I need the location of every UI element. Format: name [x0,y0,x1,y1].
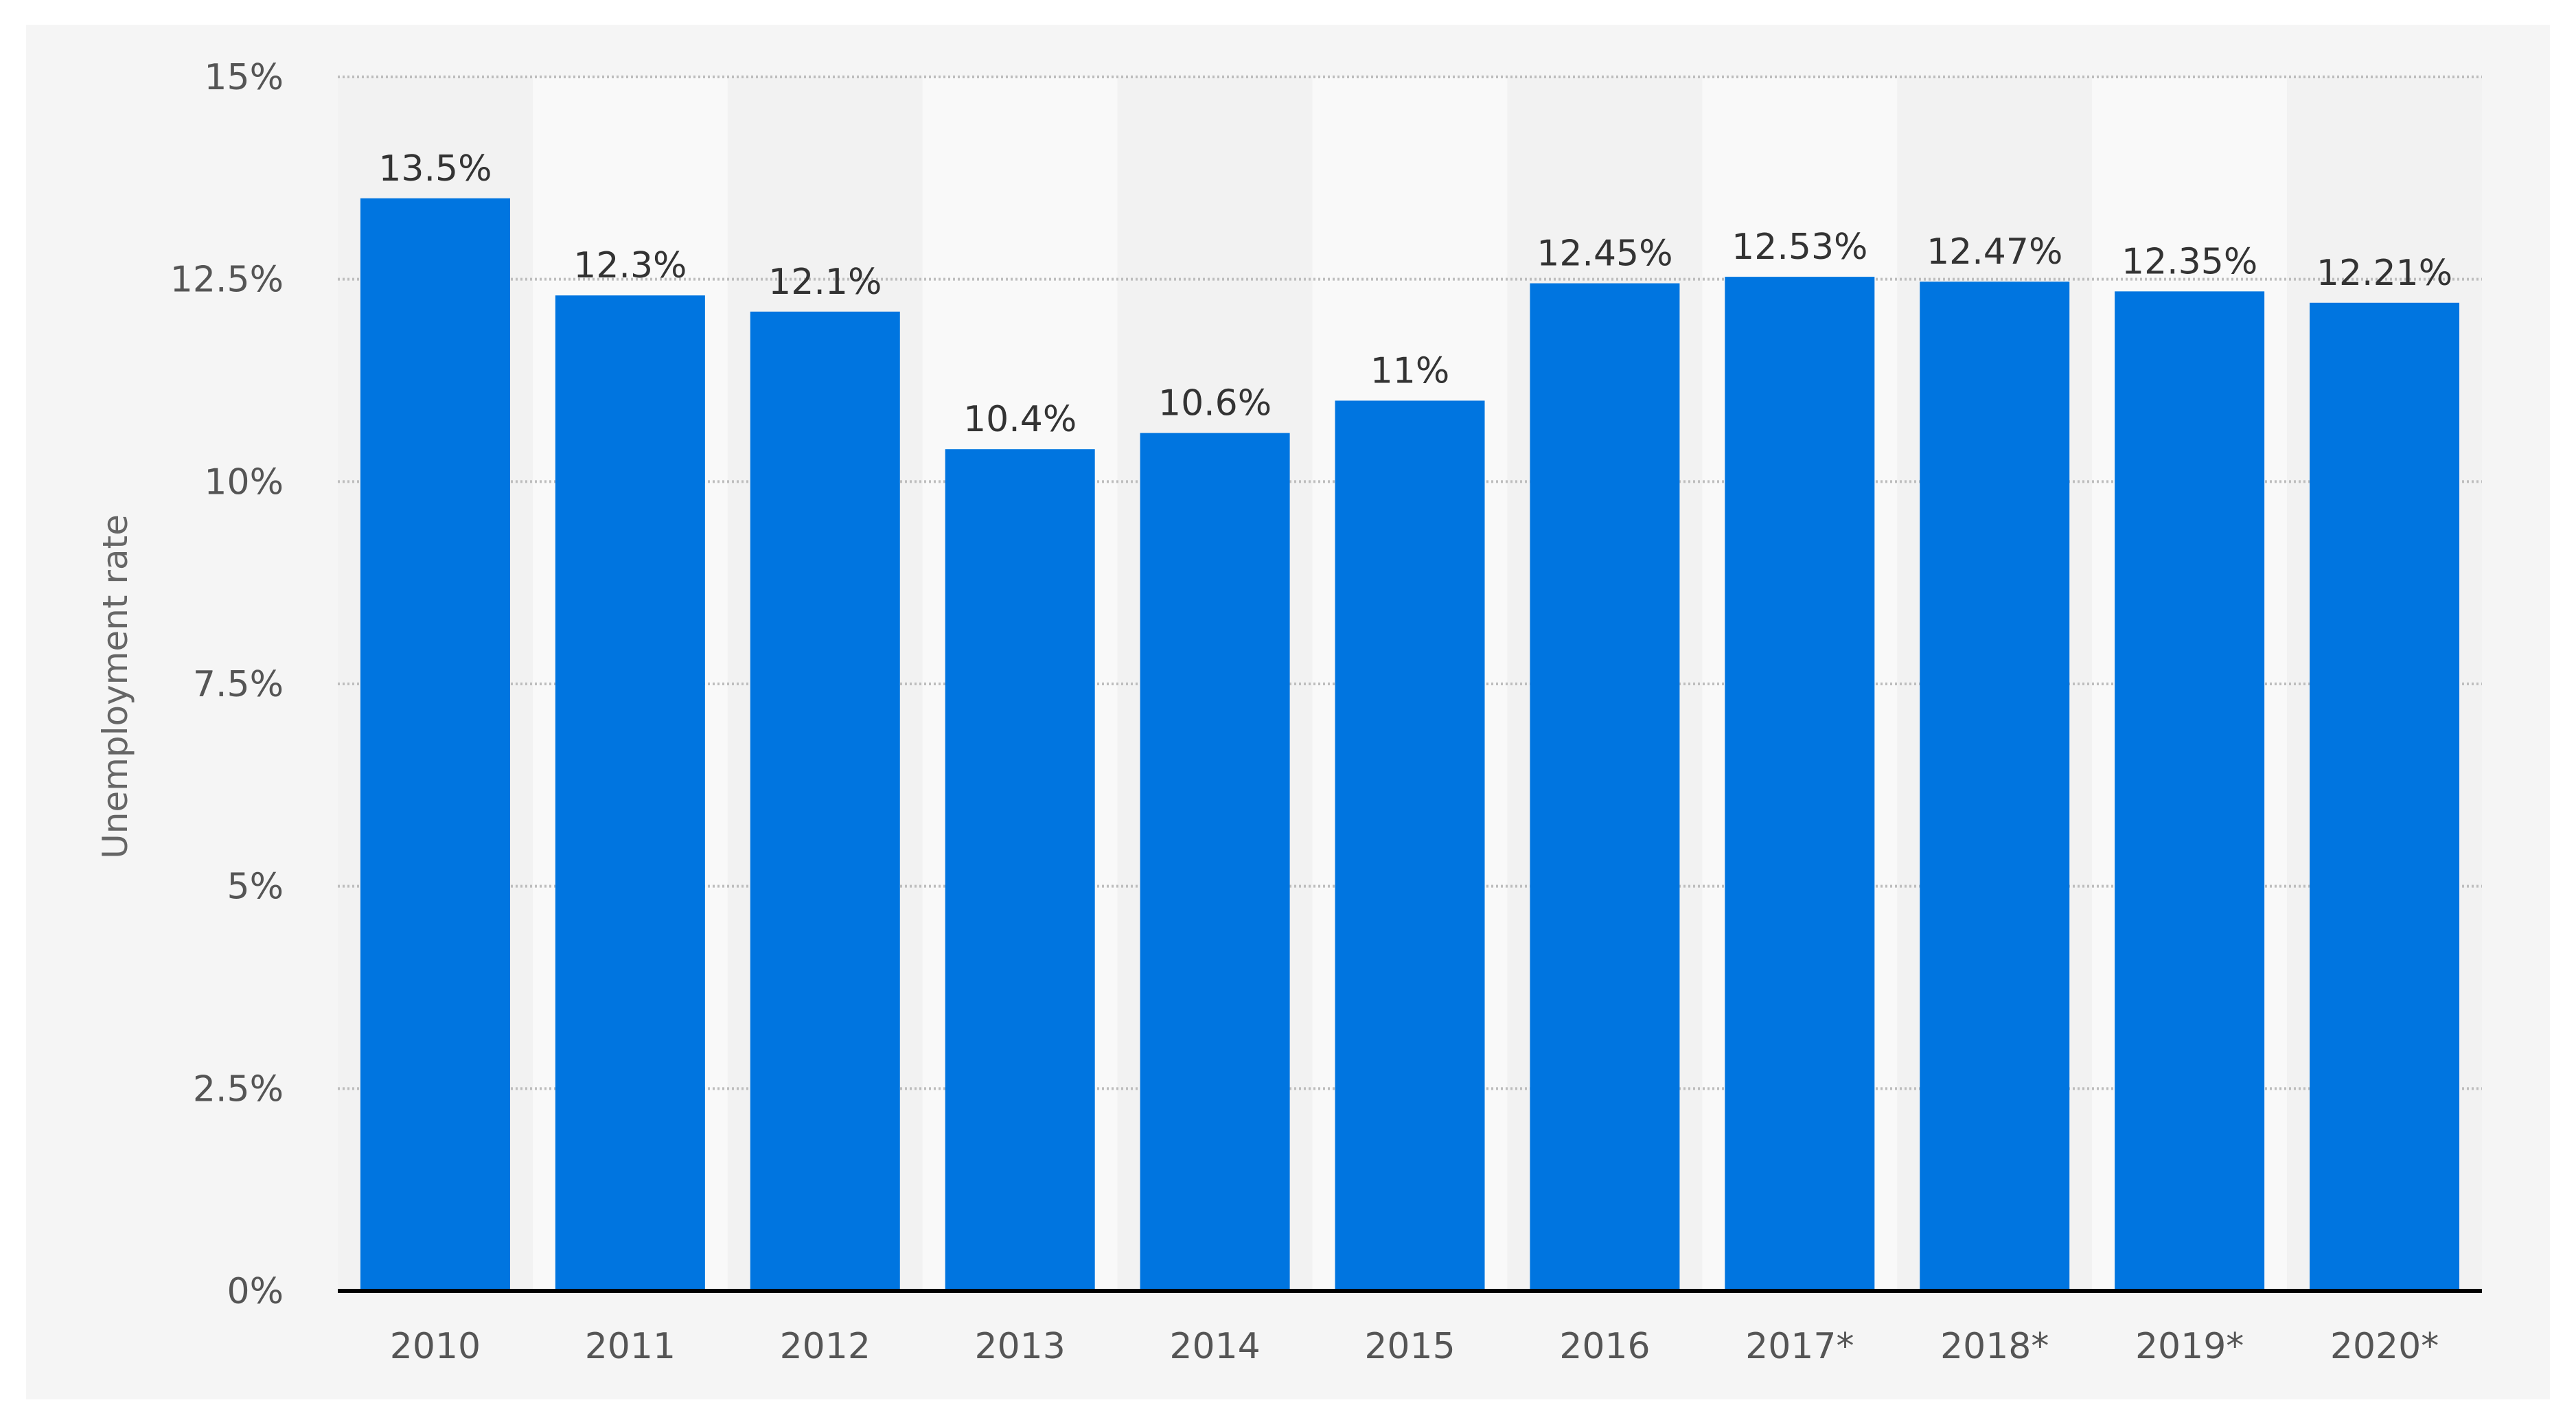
x-tick-label: 2020* [2330,1326,2439,1367]
data-label: 12.53% [1732,227,1867,268]
x-tick-label: 2012 [780,1326,871,1367]
y-axis-label: Unemployment rate [95,514,135,859]
bar [750,311,900,1291]
bar [1920,282,2070,1292]
x-tick-label: 2015 [1364,1326,1455,1367]
x-axis-ticks: 2010 2011 2012 2013 2014 2015 2016 2017* 2018* 20… [390,1326,2439,1367]
y-tick-label: 12.5% [170,260,284,301]
bar [1335,400,1485,1291]
y-tick-label: 0% [227,1271,284,1312]
y-tick-label: 10% [204,461,284,503]
x-tick-label: 2010 [390,1326,481,1367]
data-label: 12.3% [573,245,687,286]
x-tick-label: 2011 [585,1326,676,1367]
x-tick-label: 2013 [975,1326,1066,1367]
data-label: 12.47% [1927,231,2062,273]
bar [2115,291,2265,1291]
x-tick-label: 2018* [1940,1326,2049,1367]
y-axis-ticks: 0% 2.5% 5% 7.5% 10% 12.5% 15% [170,57,284,1312]
data-label: 10.6% [1158,383,1272,424]
bar [555,295,705,1291]
data-label: 11% [1370,350,1450,391]
data-label: 12.45% [1537,233,1672,275]
x-tick-label: 2019* [2135,1326,2244,1367]
bar [2310,302,2460,1291]
y-tick-label: 5% [227,867,284,908]
y-tick-label: 2.5% [193,1068,284,1110]
data-label: 10.4% [963,399,1077,440]
x-tick-label: 2016 [1559,1326,1650,1367]
data-label: 13.5% [378,148,492,190]
y-tick-label: 15% [204,57,284,98]
data-label: 12.1% [768,262,882,303]
bars [360,198,2460,1292]
bar [1530,283,1680,1291]
x-tick-label: 2014 [1169,1326,1260,1367]
x-tick-label: 2017* [1745,1326,1854,1367]
bar [945,449,1095,1291]
bar [360,198,510,1291]
value-labels: 13.5% 12.3% 12.1% 10.4% 10.6% 11% 12.45% 12.53%… [378,148,2452,440]
bar [1725,277,1875,1292]
bar [1140,433,1290,1292]
data-label: 12.35% [2121,241,2257,282]
data-label: 12.21% [2316,253,2452,294]
y-tick-label: 7.5% [193,664,284,705]
